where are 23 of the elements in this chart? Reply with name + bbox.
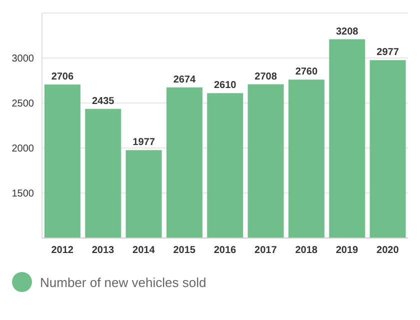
y-tick-label: 2500 [12, 98, 34, 110]
x-tick-label: 2014 [132, 245, 156, 256]
x-tick-label: 2018 [295, 245, 318, 256]
y-tick-label: 3000 [12, 54, 34, 65]
data-label: 2760 [295, 66, 318, 78]
data-label: 2708 [254, 71, 278, 82]
x-tick-label: 2016 [214, 245, 237, 256]
y-tick-label: 2000 [12, 144, 34, 155]
data-label: 2706 [51, 71, 74, 82]
x-tick-label: 2017 [254, 245, 278, 256]
x-tick-label: 2013 [92, 245, 115, 256]
data-label: 2977 [376, 47, 400, 58]
data-label: 2610 [214, 80, 237, 92]
legend-label: Number of new vehicles sold [40, 274, 206, 290]
data-label: 3208 [336, 26, 359, 38]
data-label: 1977 [132, 137, 156, 148]
data-label: 2435 [92, 96, 115, 107]
data-label: 2674 [173, 74, 196, 86]
x-tick-label: 2019 [336, 245, 359, 256]
y-tick-label: 1500 [12, 188, 34, 200]
x-tick-label: 2015 [173, 245, 196, 256]
x-tick-label: 2020 [376, 245, 400, 256]
x-tick-label: 2012 [51, 245, 74, 256]
